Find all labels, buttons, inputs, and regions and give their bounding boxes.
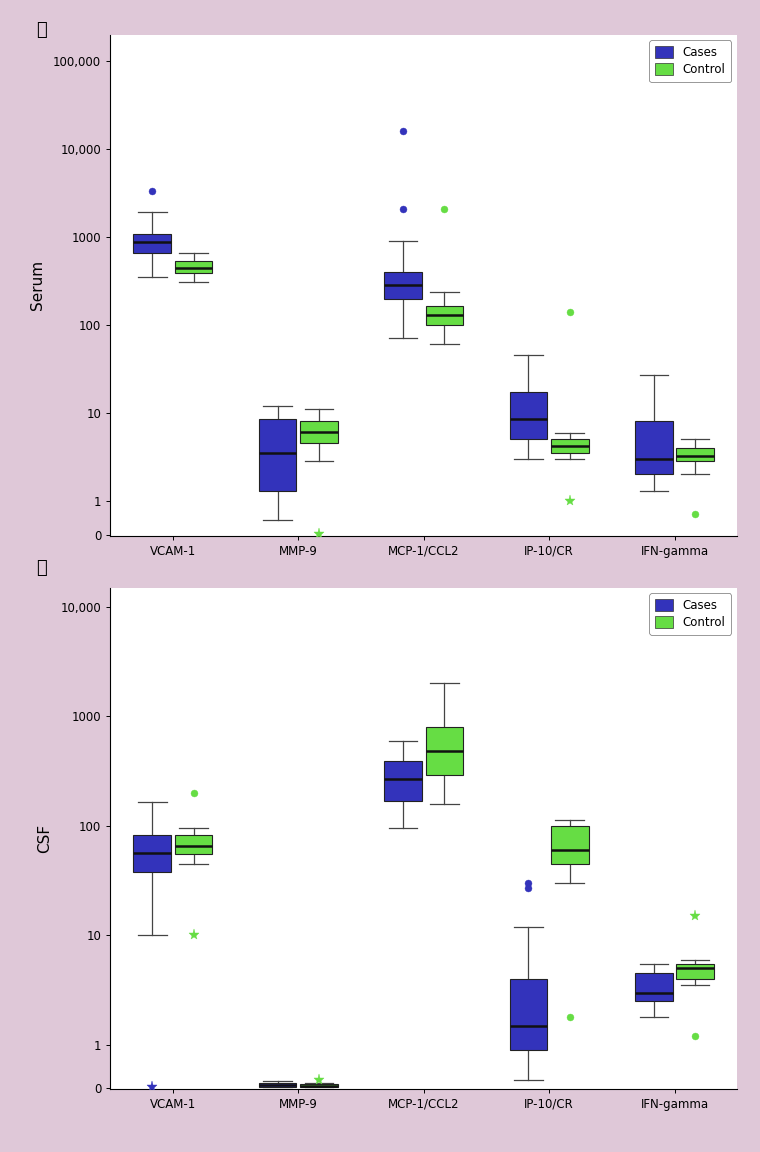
Bar: [300, 1084, 337, 1086]
Bar: [134, 835, 171, 872]
Legend: Cases, Control: Cases, Control: [650, 40, 731, 82]
Text: Ⓐ: Ⓐ: [36, 21, 47, 39]
Legend: Cases, Control: Cases, Control: [650, 593, 731, 635]
Bar: [175, 835, 212, 855]
Bar: [300, 422, 337, 444]
Bar: [134, 234, 171, 253]
Bar: [676, 448, 714, 461]
Bar: [385, 272, 422, 300]
Bar: [635, 422, 673, 475]
Bar: [426, 727, 463, 775]
Y-axis label: CSF: CSF: [37, 824, 52, 852]
Text: Ⓑ: Ⓑ: [36, 559, 47, 577]
Bar: [510, 979, 547, 1049]
Bar: [259, 1083, 296, 1086]
Bar: [426, 305, 463, 325]
Bar: [551, 439, 588, 453]
Bar: [175, 262, 212, 273]
Bar: [510, 393, 547, 439]
Bar: [259, 419, 296, 491]
Bar: [635, 973, 673, 1001]
Y-axis label: Serum: Serum: [30, 260, 45, 310]
Bar: [385, 761, 422, 801]
Bar: [676, 964, 714, 979]
Bar: [551, 826, 588, 864]
